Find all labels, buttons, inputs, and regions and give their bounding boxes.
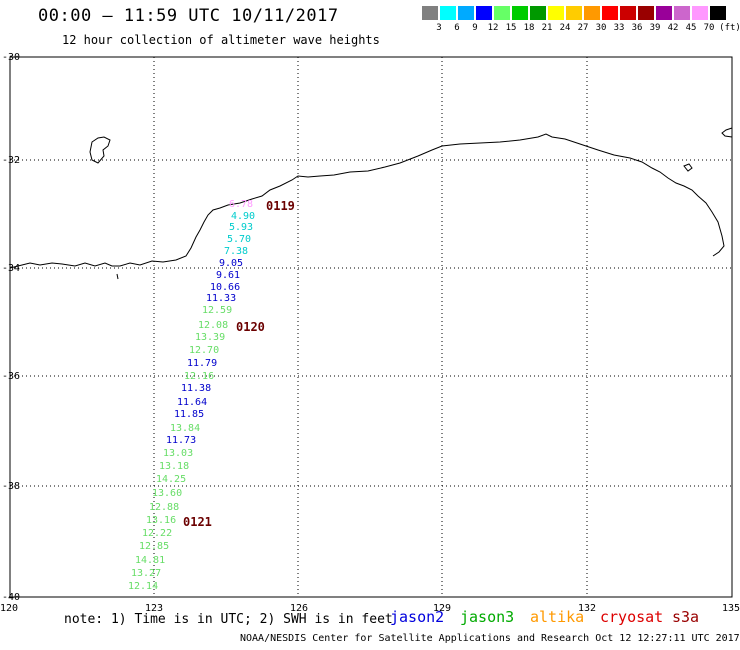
wave-height-label: 13.39 (195, 332, 226, 343)
wave-height-label: 7.38 (224, 246, 249, 257)
pass-label-0121: 0121 (183, 515, 212, 529)
wave-height-label: 4.90 (231, 211, 256, 222)
island-recherche (89, 136, 111, 164)
wave-height-label: 12.14 (128, 581, 159, 592)
coastline-east (721, 127, 733, 138)
wave-height-label: 10.66 (210, 282, 241, 293)
lat-label-30: -30 (2, 52, 21, 63)
legend-label: 27 (577, 23, 589, 33)
pass-label-0119: 0119 (266, 199, 295, 213)
wave-height-label: 12.59 (202, 305, 233, 316)
wave-height-label: 11.38 (181, 383, 212, 394)
wave-height-label: 5.70 (227, 234, 252, 245)
legend-swatch (710, 6, 726, 20)
legend-swatch (692, 6, 708, 20)
legend-swatch (620, 6, 636, 20)
coastline (9, 133, 725, 269)
legend-swatch (422, 6, 438, 20)
legend-swatch (674, 6, 690, 20)
legend-label: 15 (505, 23, 517, 33)
wave-height-label: 13.18 (159, 461, 190, 472)
wave-height-label: 12.22 (142, 528, 173, 539)
wave-height-label: 14.81 (135, 555, 166, 566)
wave-height-label: 11.79 (187, 358, 218, 369)
wave-height-label: 11.85 (174, 409, 205, 420)
page-subtitle: 12 hour collection of altimeter wave hei… (62, 33, 380, 47)
legend-swatch (512, 6, 528, 20)
satellite-name-cryosat: cryosat (600, 608, 664, 626)
legend-label: 33 (613, 23, 625, 33)
legend-label: 45 (685, 23, 697, 33)
pass-label-0120: 0120 (236, 320, 265, 334)
wave-height-label: 9.05 (219, 258, 244, 269)
satellite-name-jason2: jason2 (390, 608, 445, 626)
lon-label-129: 129 (433, 603, 452, 614)
lat-label-36: -36 (2, 371, 21, 382)
satellite-name-altika: altika (530, 608, 585, 626)
legend-swatch (530, 6, 546, 20)
legend-swatch (584, 6, 600, 20)
legend-swatch (548, 6, 564, 20)
legend-swatch (638, 6, 654, 20)
islet-mark (116, 273, 119, 280)
wave-height-label: 13.27 (131, 568, 162, 579)
legend-swatch (440, 6, 456, 20)
lon-label-120: 120 (0, 603, 19, 614)
legend-label: 6 (454, 23, 460, 33)
wave-height-label: 13.16 (146, 515, 177, 526)
lat-label-34: -34 (2, 263, 21, 274)
legend-label: 42 (667, 23, 679, 33)
legend-swatch (458, 6, 474, 20)
wave-height-label: 12.08 (198, 320, 229, 331)
legend-label: 36 (631, 23, 643, 33)
page-title: 00:00 – 11:59 UTC 10/11/2017 (38, 6, 339, 26)
satellite-name-s3a: s3a (672, 608, 700, 626)
wave-height-label: 9.61 (216, 270, 241, 281)
lat-label-38: -38 (2, 481, 21, 492)
legend-label: 21 (541, 23, 553, 33)
lon-label-132: 132 (578, 603, 597, 614)
legend-label: 3 (436, 23, 442, 33)
wave-height-label: 13.60 (152, 488, 183, 499)
legend-label: 30 (595, 23, 607, 33)
wave-height-label: 11.64 (177, 397, 208, 408)
graticule (10, 57, 732, 597)
wave-height-label: 12.85 (139, 541, 170, 552)
wave-height-label: 11.73 (166, 435, 197, 446)
wave-height-label: 6.78 (229, 199, 254, 210)
lat-label-32: -32 (2, 155, 21, 166)
footer-credit: NOAA/NESDIS Center for Satellite Applica… (240, 633, 740, 644)
lon-label-126: 126 (290, 603, 309, 614)
wave-height-label: 12.16 (184, 371, 215, 382)
lon-label-123: 123 (145, 603, 164, 614)
legend-swatch (476, 6, 492, 20)
legend-label: 39 (649, 23, 661, 33)
legend-label: 12 (487, 23, 499, 33)
footer-note: note: 1) Time is in UTC; 2) SWH is in fe… (64, 612, 393, 627)
satellite-name-jason3: jason3 (460, 608, 515, 626)
island-small (683, 163, 693, 172)
legend-label: 18 (523, 23, 535, 33)
wave-height-label: 11.33 (206, 293, 237, 304)
wave-height-label: 14.25 (156, 474, 187, 485)
legend-label: 70 (703, 23, 715, 33)
wave-height-label: 12.88 (149, 502, 180, 513)
lon-label-135: 135 (722, 603, 740, 614)
legend-swatch (656, 6, 672, 20)
legend-swatch (602, 6, 618, 20)
wave-height-label: 13.03 (163, 448, 194, 459)
legend-swatch (494, 6, 510, 20)
wave-height-label: 5.93 (229, 222, 254, 233)
legend-swatch (566, 6, 582, 20)
map-frame (9, 56, 733, 598)
legend-label: 9 (472, 23, 478, 33)
lat-label-40: -40 (2, 592, 21, 603)
wave-height-label: 12.70 (189, 345, 220, 356)
wave-height-label: 13.84 (170, 423, 201, 434)
legend-label: 24 (559, 23, 571, 33)
legend-label: (ft) (719, 23, 740, 33)
